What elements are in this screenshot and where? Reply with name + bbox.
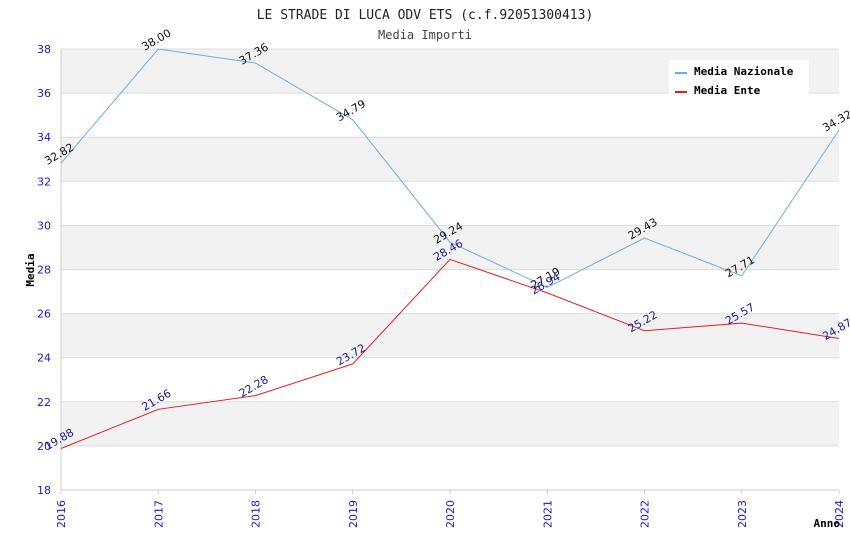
y-tick-label: 18: [37, 484, 51, 497]
y-axis-ticks: 18 20 22 24 26 28 30 32 34 36 38: [37, 43, 51, 497]
chart-subtitle: Media Importi: [378, 28, 472, 42]
y-tick-label: 34: [37, 131, 51, 144]
series-lines: [60, 48, 840, 449]
x-tick-label: 2020: [444, 500, 457, 528]
y-tick-label: 28: [37, 264, 51, 277]
x-axis-label: Anno: [814, 517, 841, 530]
data-label: 34.79: [334, 97, 368, 124]
x-tick-label: 2022: [639, 500, 652, 528]
grid-lines: [61, 48, 839, 491]
grid-band: [61, 401, 839, 446]
grid-band: [61, 313, 839, 358]
legend-label-media-nazionale: Media Nazionale: [694, 65, 794, 78]
data-label: 34.32: [820, 108, 850, 135]
chart-title: LE STRADE DI LUCA ODV ETS (c.f.920513004…: [257, 8, 594, 23]
x-tick-label: 2018: [250, 500, 263, 528]
grid-band: [61, 137, 839, 182]
grid-bands: [61, 49, 839, 446]
y-tick-label: 20: [37, 440, 51, 453]
y-tick-label: 24: [37, 352, 51, 365]
legend-box: [669, 60, 809, 98]
x-tick-label: 2019: [347, 500, 360, 528]
y-tick-label: 32: [37, 175, 51, 188]
x-tick-label: 2017: [152, 500, 165, 528]
series-line-media-nazionale: [60, 48, 840, 288]
y-axis-label: Media: [24, 253, 37, 286]
series-line-media-ente: [60, 258, 840, 449]
legend: Media Nazionale Media Ente: [669, 60, 809, 98]
grid-band: [61, 225, 839, 270]
y-tick-label: 30: [37, 219, 51, 232]
x-tick-label: 2023: [736, 500, 749, 528]
x-axis-ticks: 2016 2017 2018 2019 2020 2021 2022 2023 2024: [55, 490, 846, 528]
y-tick-label: 38: [37, 43, 51, 56]
x-tick-label: 2024: [833, 500, 846, 528]
x-tick-label: 2021: [541, 500, 554, 528]
y-tick-label: 26: [37, 308, 51, 321]
y-tick-label: 36: [37, 87, 51, 100]
legend-label-media-ente: Media Ente: [694, 84, 761, 97]
data-label: 19.88: [42, 426, 76, 453]
y-tick-label: 22: [37, 396, 51, 409]
x-tick-label: 2016: [55, 500, 68, 528]
